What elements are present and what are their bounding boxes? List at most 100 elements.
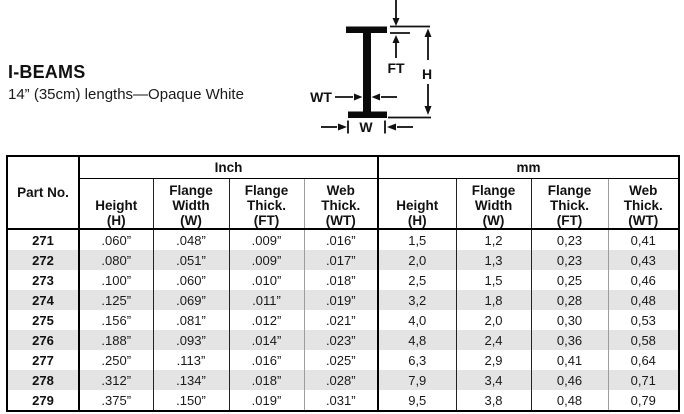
inch-flange-width-header: Flange Width (W) — [152, 178, 229, 230]
table-row: 279 .375” .150” .019” .031” 9,5 3,8 0,48… — [7, 390, 680, 411]
table-cell: .025” — [303, 350, 379, 370]
mm-height-header: Height (H) — [377, 178, 457, 230]
table-cell: 0,23 — [530, 250, 609, 270]
table-cell: 0,79 — [607, 390, 680, 411]
table-row: 278 .312” .134” .018” .028” 7,9 3,4 0,46… — [7, 370, 680, 390]
dimension-lines — [321, 0, 432, 134]
wt-right-arrow — [371, 93, 397, 101]
table-cell: 7,9 — [377, 370, 457, 390]
table-cell: .021” — [303, 310, 379, 330]
page-title: I-BEAMS — [8, 62, 86, 82]
table-cell: 6,3 — [377, 350, 457, 370]
table-cell: 4,0 — [377, 310, 457, 330]
table-cell: 0,71 — [607, 370, 680, 390]
table-cell: .014” — [228, 330, 304, 350]
table-cell: .134” — [152, 370, 229, 390]
table-cell: 2,0 — [455, 310, 532, 330]
wt-left-arrow — [335, 93, 363, 101]
table-cell: 1,8 — [455, 290, 532, 310]
table-row: 275 .156” .081” .012” .021” 4,0 2,0 0,30… — [7, 310, 680, 330]
table-row: 274 .125” .069” .011” .019” 3,2 1,8 0,28… — [7, 290, 680, 310]
table-cell: 3,2 — [377, 290, 457, 310]
table-cell: .100” — [78, 270, 153, 290]
table-cell: .156” — [78, 310, 153, 330]
table-cell: 0,43 — [607, 250, 680, 270]
mm-group-header: mm — [377, 156, 680, 179]
part-number-cell: 272 — [32, 252, 54, 268]
table-row: 273 .100” .060” .010” .018” 2,5 1,5 0,25… — [7, 270, 680, 290]
table-cell: 0,36 — [530, 330, 609, 350]
table-cell: .312” — [78, 370, 153, 390]
part-no-header: Part No. — [7, 156, 79, 230]
table-cell: 0,28 — [530, 290, 609, 310]
table-cell: 0,30 — [530, 310, 609, 330]
table-row: 276 .188” .093” .014” .023” 4,8 2,4 0,36… — [7, 330, 680, 350]
table-cell: 0,46 — [607, 270, 680, 290]
table-cell: 1,3 — [455, 250, 532, 270]
table-cell: 0,48 — [607, 290, 680, 310]
table-cell: 0,23 — [530, 229, 609, 250]
part-number-cell: 278 — [32, 372, 54, 388]
mm-web-thick-header: Web Thick. (WT) — [607, 178, 680, 230]
table-cell: .019” — [228, 390, 304, 411]
table-cell: .375” — [78, 390, 153, 411]
table-row: 271 .060” .048” .009” .016” 1,5 1,2 0,23… — [7, 229, 680, 250]
table-cell: 0,48 — [530, 390, 609, 411]
page-subtitle: 14” (35cm) lengths—Opaque White — [8, 86, 244, 103]
table-cell: .048” — [152, 229, 229, 250]
table-cell: .250” — [78, 350, 153, 370]
part-number-cell: 276 — [32, 332, 54, 348]
table-cell: .017” — [303, 250, 379, 270]
table-cell: .018” — [303, 270, 379, 290]
table-cell: .150” — [152, 390, 229, 411]
group-header-row: Part No. Inch mm — [7, 156, 680, 230]
table-cell: 1,5 — [455, 270, 532, 290]
table-cell: .009” — [228, 229, 304, 250]
header-block: I-BEAMS 14” (35cm) lengths—Opaque White — [8, 62, 244, 103]
ft-label: FT — [387, 60, 405, 76]
part-number-cell: 273 — [32, 272, 54, 288]
table-cell: .019” — [303, 290, 379, 310]
table-cell: .011” — [228, 290, 304, 310]
table-cell: 0,46 — [530, 370, 609, 390]
inch-web-thick-header: Web Thick. (WT) — [303, 178, 379, 230]
table-cell: .113” — [152, 350, 229, 370]
table-row: 272 .080” .051” .009” .017” 2,0 1,3 0,23… — [7, 250, 680, 270]
wt-label: WT — [310, 89, 332, 105]
inch-height-header: Height (H) — [78, 178, 153, 230]
inch-flange-thick-header: Flange Thick. (FT) — [228, 178, 304, 230]
table-cell: .125” — [78, 290, 153, 310]
ibeam-shape — [346, 26, 387, 118]
table-cell: .016” — [303, 229, 379, 250]
table-cell: 3,4 — [455, 370, 532, 390]
table-cell: .060” — [78, 229, 153, 250]
ibeam-dimension-diagram: FT H WT W — [310, 0, 432, 135]
table-cell: .010” — [228, 270, 304, 290]
table-cell: 1,5 — [377, 229, 457, 250]
mm-flange-thick-header: Flange Thick. (FT) — [530, 178, 609, 230]
table-cell: 2,5 — [377, 270, 457, 290]
table-cell: .023” — [303, 330, 379, 350]
ibeams-spec-table: Part No. Inch mm Height (H) Flange Width… — [6, 155, 681, 412]
part-number-cell: 274 — [32, 292, 54, 308]
table-cell: 9,5 — [377, 390, 457, 411]
table-cell: .031” — [303, 390, 379, 411]
part-number-cell: 279 — [32, 392, 54, 408]
table-cell: 2,4 — [455, 330, 532, 350]
table-cell: .060” — [152, 270, 229, 290]
h-arrow — [424, 28, 432, 115]
mm-flange-width-header: Flange Width (W) — [455, 178, 532, 230]
part-number-cell: 271 — [32, 232, 54, 248]
table-cell: .093” — [152, 330, 229, 350]
w-label: W — [359, 119, 373, 135]
table-cell: .069” — [152, 290, 229, 310]
w-left-arrow — [321, 123, 347, 131]
subheader-row: Height (H) Flange Width (W) Flange Thick… — [7, 178, 680, 230]
table-cell: 0,41 — [530, 350, 609, 370]
table-cell: 2,0 — [377, 250, 457, 270]
h-label: H — [422, 66, 432, 82]
part-number-cell: 277 — [32, 352, 54, 368]
table-row: 277 .250” .113” .016” .025” 6,3 2,9 0,41… — [7, 350, 680, 370]
table-cell: 2,9 — [455, 350, 532, 370]
table-cell: .016” — [228, 350, 304, 370]
